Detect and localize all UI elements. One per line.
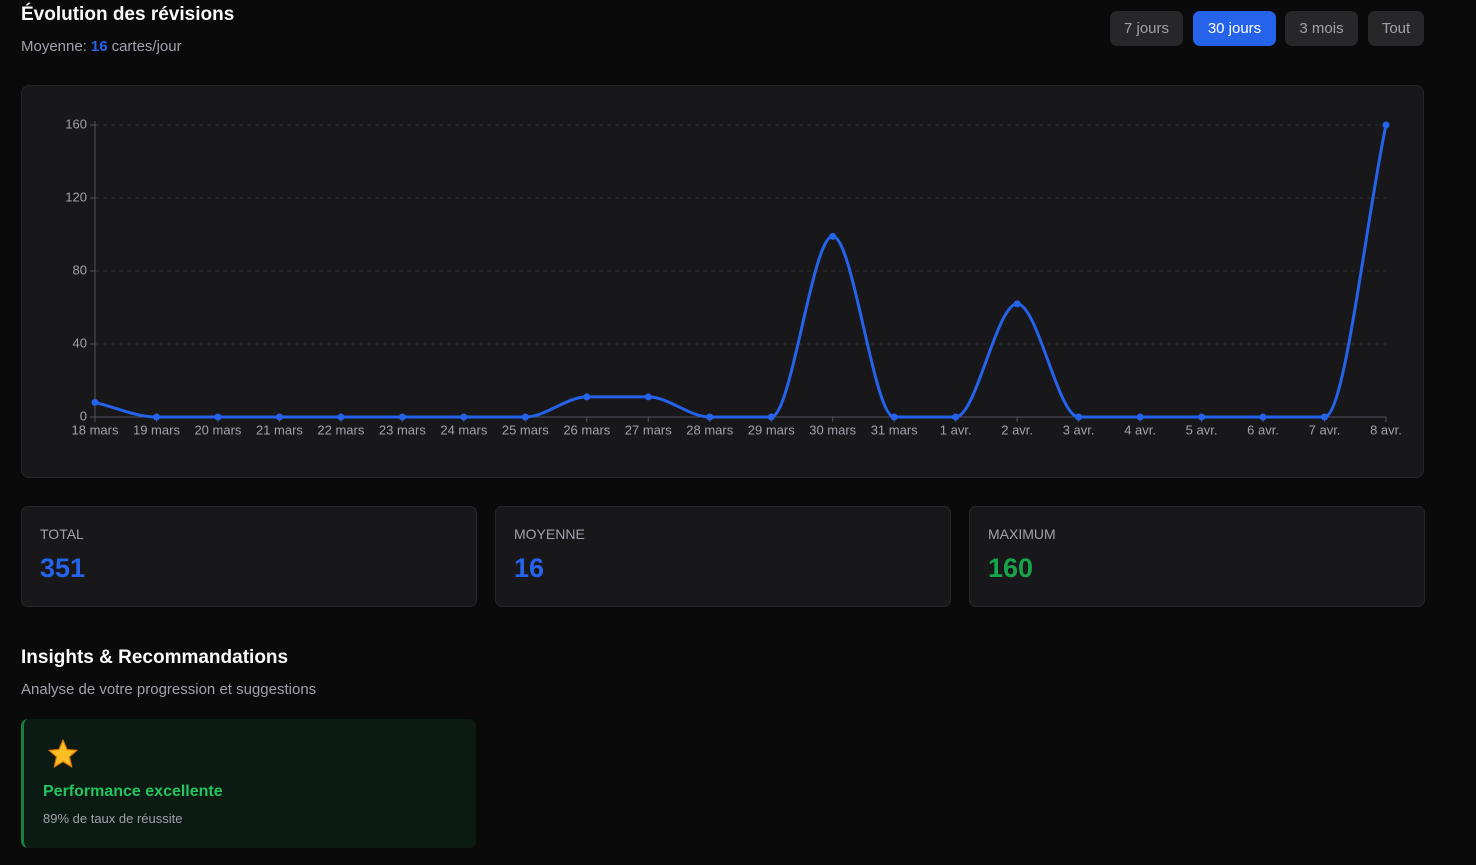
x-tick-label: 28 mars <box>686 422 733 437</box>
data-point <box>521 413 529 421</box>
data-point <box>460 413 468 421</box>
stat-card: MAXIMUM 160 <box>969 506 1425 607</box>
stat-label: TOTAL <box>40 526 84 542</box>
chart-card: 0 40 80 120 160 18 mars 19 mars 20 mars 21 mars 2… <box>21 85 1424 478</box>
data-point <box>829 232 837 240</box>
section-title: Évolution des révisions <box>21 4 235 25</box>
y-tick-label: 120 <box>65 189 87 204</box>
insights-subtitle: Analyse de votre progression et suggesti… <box>21 681 317 698</box>
data-point <box>275 413 283 421</box>
data-point <box>583 393 591 401</box>
x-tick-label: 31 mars <box>871 422 918 437</box>
x-tick-label: 5 avr. <box>1186 422 1218 437</box>
average-value: 16 <box>90 38 108 55</box>
x-tick-label: 24 mars <box>440 422 487 437</box>
x-tick-label: 20 mars <box>194 422 241 437</box>
stat-label: MOYENNE <box>514 526 585 542</box>
data-point <box>337 413 345 421</box>
data-point <box>398 413 406 421</box>
stat-card: MOYENNE 16 <box>495 506 951 607</box>
x-tick-label: 26 mars <box>563 422 610 437</box>
x-tick-label: 8 avr. <box>1370 422 1402 437</box>
data-point <box>91 398 99 406</box>
x-tick-label: 18 mars <box>72 422 119 437</box>
x-tick-label: 27 mars <box>625 422 672 437</box>
x-tick-label: 2 avr. <box>1001 422 1033 437</box>
y-tick-label: 80 <box>73 262 87 277</box>
range-button[interactable]: 30 jours <box>1193 11 1276 46</box>
range-button[interactable]: 7 jours <box>1110 11 1183 46</box>
data-point <box>1198 413 1206 421</box>
stat-card: TOTAL 351 <box>21 506 477 607</box>
stat-value: 16 <box>514 553 545 583</box>
data-point <box>214 413 222 421</box>
insights-title: Insights & Recommandations <box>21 647 289 668</box>
data-point <box>1321 413 1329 421</box>
x-tick-label: 19 mars <box>133 422 180 437</box>
x-tick-label: 30 mars <box>809 422 856 437</box>
y-tick-label: 160 <box>65 116 87 131</box>
y-tick-label: 0 <box>80 408 87 423</box>
data-point <box>890 413 898 421</box>
x-tick-label: 29 mars <box>748 422 795 437</box>
range-button[interactable]: Tout <box>1368 11 1424 46</box>
x-tick-label: 22 mars <box>317 422 364 437</box>
range-button[interactable]: 3 mois <box>1285 11 1358 46</box>
data-point <box>1013 300 1021 308</box>
data-point <box>952 413 960 421</box>
data-point <box>706 413 714 421</box>
data-point <box>1136 413 1144 421</box>
stat-value: 351 <box>40 553 86 583</box>
data-point <box>1382 121 1390 129</box>
x-tick-label: 23 mars <box>379 422 426 437</box>
star-icon <box>48 739 78 768</box>
data-point <box>1075 413 1083 421</box>
data-point <box>1259 413 1267 421</box>
insight-text: 89% de taux de réussite <box>43 811 183 826</box>
chart: 0 40 80 120 160 18 mars 19 mars 20 mars 21 mars 2… <box>65 116 1402 437</box>
x-tick-label: 7 avr. <box>1309 422 1341 437</box>
x-tick-label: 4 avr. <box>1124 422 1156 437</box>
y-tick-label: 40 <box>73 335 87 350</box>
x-tick-label: 3 avr. <box>1063 422 1095 437</box>
stat-label: MAXIMUM <box>988 526 1056 542</box>
insight-card: Performance excellente 89% de taux de ré… <box>21 719 476 848</box>
stat-value: 160 <box>988 553 1034 583</box>
average-label: Moyenne: <box>21 38 87 55</box>
x-tick-label: 6 avr. <box>1247 422 1279 437</box>
average-unit: cartes/jour <box>111 38 182 55</box>
x-tick-label: 1 avr. <box>940 422 972 437</box>
data-point <box>152 413 160 421</box>
x-tick-label: 21 mars <box>256 422 303 437</box>
data-point <box>767 413 775 421</box>
data-point <box>644 393 652 401</box>
x-tick-label: 25 mars <box>502 422 549 437</box>
insight-title: Performance excellente <box>43 783 223 800</box>
average-summary: Moyenne: 16 cartes/jour <box>21 38 182 55</box>
